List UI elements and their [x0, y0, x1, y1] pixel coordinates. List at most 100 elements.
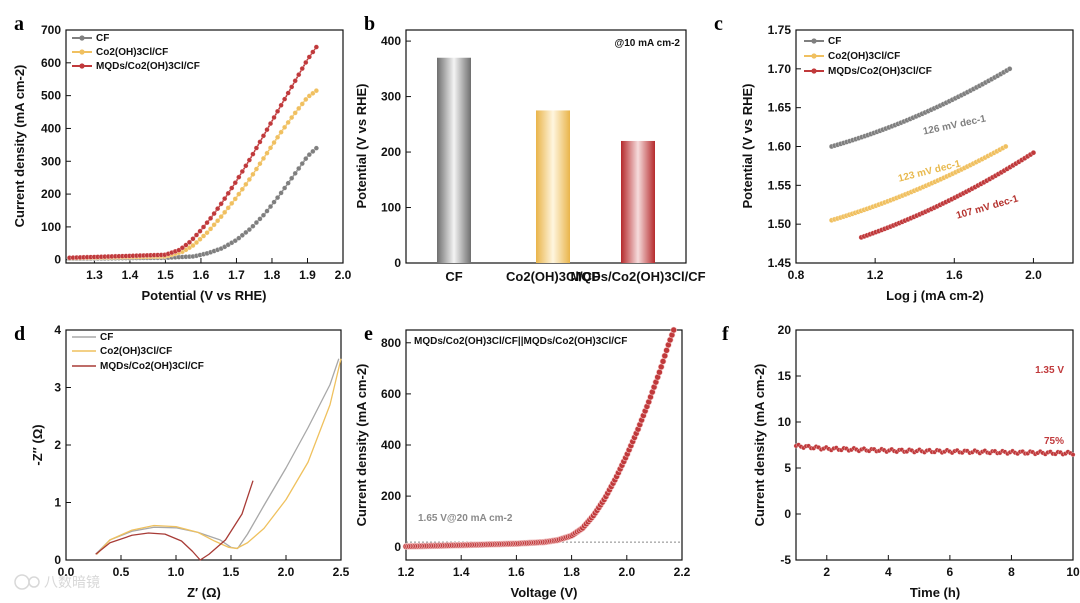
data-point	[275, 108, 281, 114]
data-point	[229, 200, 235, 206]
legend-label: CF	[100, 332, 113, 343]
data-point	[208, 215, 214, 221]
data-point	[310, 49, 316, 55]
data-point	[303, 59, 309, 66]
data-point	[239, 168, 245, 175]
data-point	[211, 222, 217, 228]
y-tick-label: 4	[54, 323, 61, 337]
x-category-label: CF	[445, 269, 462, 284]
y-axis-title: -Z″ (Ω)	[30, 424, 45, 465]
data-point	[271, 140, 277, 146]
y-tick-label: 500	[41, 89, 61, 103]
x-tick-label: 1.7	[228, 268, 245, 282]
data-point	[264, 127, 270, 133]
data-point	[296, 72, 302, 78]
data-point	[313, 145, 319, 151]
series-line	[95, 480, 254, 561]
data-point	[243, 229, 249, 235]
x-tick-label: 2	[823, 565, 830, 579]
y-tick-label: 400	[41, 121, 61, 135]
y-tick-label: 200	[381, 489, 401, 503]
data-point	[250, 223, 256, 229]
data-point	[243, 181, 249, 187]
panel-letter: b	[364, 13, 375, 35]
data-point	[250, 171, 256, 177]
series-line	[95, 358, 340, 555]
y-tick-label: 0	[394, 540, 401, 554]
y-axis-title: Potential (V vs RHE)	[354, 84, 369, 209]
data-point	[232, 196, 238, 202]
data-point	[271, 199, 277, 205]
legend-marker	[79, 49, 85, 55]
series-layer	[793, 442, 1076, 458]
data-point	[285, 119, 291, 125]
y-tick-label: 400	[381, 438, 401, 452]
y-tick-label: 100	[41, 220, 61, 234]
data-point	[657, 363, 665, 371]
data-point	[1003, 143, 1009, 150]
tafel-slope-label: 107 mV dec-1	[955, 193, 1020, 221]
series-layer	[95, 358, 342, 561]
legend-label: MQDs/Co2(OH)3Cl/CF	[100, 361, 204, 372]
data-point	[260, 133, 267, 139]
x-tick-label: 1.5	[157, 268, 174, 282]
data-point	[190, 236, 196, 242]
legend-marker	[811, 38, 817, 44]
x-tick-label: 1.6	[508, 565, 525, 579]
watermark: 八数暗镜	[14, 574, 100, 591]
legend-label: Co2(OH)3Cl/CF	[96, 47, 168, 58]
data-point	[190, 242, 196, 249]
data-point	[236, 235, 242, 241]
x-axis-title: Time (h)	[910, 585, 960, 600]
watermark-logo-icon	[28, 576, 40, 588]
data-point	[208, 226, 214, 232]
series-line	[69, 46, 318, 259]
voltage-annotation: 1.35 V	[1035, 365, 1064, 376]
x-tick-label: 1.5	[223, 565, 240, 579]
data-point	[225, 190, 231, 196]
data-point	[211, 211, 217, 217]
y-axis-title: Potential (V vs RHE)	[740, 84, 755, 209]
data-point	[218, 201, 224, 207]
data-point	[176, 247, 182, 253]
x-ticks: 2 4 6 8 10	[823, 555, 1080, 579]
legend-marker	[811, 53, 817, 59]
x-tick-label: 0.5	[113, 565, 130, 579]
data-point	[260, 155, 267, 161]
y-axis-title: Current density (mA cm-2)	[12, 65, 27, 228]
y-tick-label: 600	[381, 387, 401, 401]
data-point	[236, 174, 242, 180]
data-point	[289, 114, 295, 121]
y-tick-label: 300	[381, 90, 401, 104]
data-point	[661, 352, 669, 360]
series-line	[69, 147, 317, 260]
x-axis-title: Potential (V vs RHE)	[142, 288, 267, 303]
data-point	[193, 232, 200, 238]
data-point	[225, 205, 231, 211]
y-tick-label: 15	[778, 369, 792, 383]
data-point	[197, 236, 203, 242]
data-point	[306, 152, 312, 158]
data-point	[232, 180, 238, 186]
series-line	[69, 90, 317, 259]
x-tick-label: 2.0	[335, 268, 352, 282]
y-tick-label: 2	[54, 438, 61, 452]
data-point	[303, 156, 309, 162]
data-point	[282, 96, 288, 102]
legend: CF Co2(OH)3Cl/CF MQDs/Co2(OH)3Cl/CF	[804, 36, 932, 77]
y-tick-label: 400	[381, 34, 401, 48]
data-point	[264, 208, 270, 214]
data-point	[663, 347, 670, 354]
legend: CF Co2(OH)3Cl/CF MQDs/Co2(OH)3Cl/CF	[72, 332, 204, 372]
data-point	[296, 165, 302, 172]
series-layer	[67, 44, 319, 262]
y-ticks: -5 0 5 10 15 20	[778, 323, 801, 567]
x-tick-label: 1.8	[264, 268, 281, 282]
device-label: MQDs/Co2(OH)3Cl/CF||MQDs/Co2(OH)3Cl/CF	[414, 336, 627, 347]
y-ticks: 0 200 400 600 800	[381, 336, 411, 554]
data-point	[253, 166, 259, 172]
legend: CF Co2(OH)3Cl/CF MQDs/Co2(OH)3Cl/CF	[72, 33, 200, 72]
y-tick-label: 200	[381, 145, 401, 159]
